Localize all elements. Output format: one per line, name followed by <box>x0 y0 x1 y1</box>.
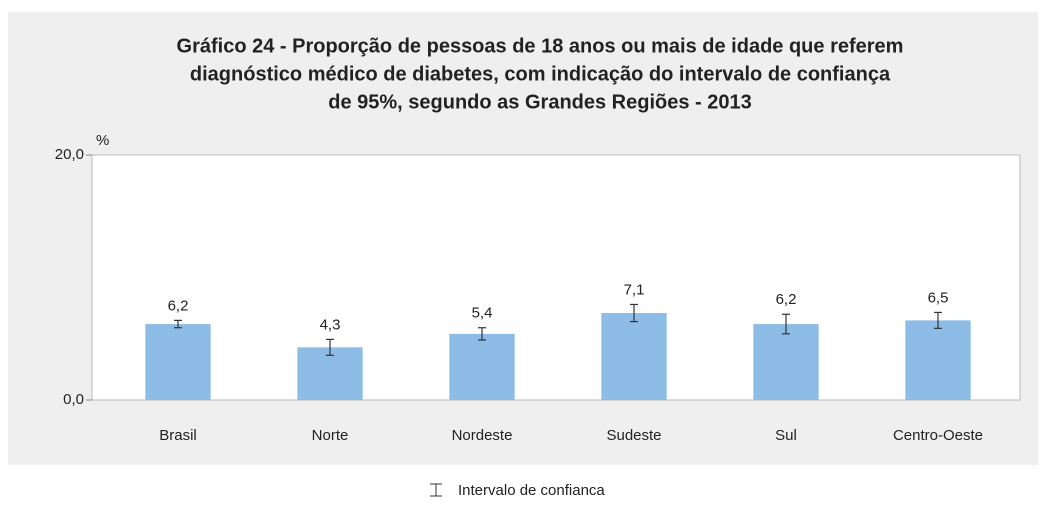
error-bar <box>934 311 942 329</box>
bar <box>601 313 667 400</box>
error-bar <box>782 313 790 335</box>
bar <box>449 333 515 400</box>
data-label: 6,2 <box>168 297 189 314</box>
data-label: 7,1 <box>624 281 645 298</box>
x-tick-label: Norte <box>312 427 349 444</box>
legend-label: Intervalo de confianca <box>458 482 605 499</box>
chart-title: de 95%, segundo as Grandes Regiões - 201… <box>328 91 752 113</box>
y-axis-label: % <box>96 132 109 149</box>
y-tick-label: 0,0 <box>63 391 84 408</box>
x-tick-label: Sul <box>775 427 797 444</box>
plot-area <box>91 154 1021 401</box>
x-tick-label: Brasil <box>159 427 197 444</box>
chart-title: Gráfico 24 - Proporção de pessoas de 18 … <box>177 35 904 57</box>
data-label: 6,5 <box>928 289 949 306</box>
bar <box>905 320 971 400</box>
x-tick-label: Sudeste <box>606 427 661 444</box>
bar <box>753 324 819 400</box>
legend: Intervalo de confianca <box>430 482 605 499</box>
error-bar <box>174 319 182 329</box>
x-tick-label: Nordeste <box>452 427 513 444</box>
chart-title: diagnóstico médico de diabetes, com indi… <box>190 63 891 85</box>
bar <box>297 347 363 400</box>
data-label: 4,3 <box>320 316 341 333</box>
error-bar <box>326 338 334 356</box>
error-bar <box>478 327 486 341</box>
data-label: 5,4 <box>472 305 493 322</box>
y-tick-label: 20,0 <box>55 146 84 163</box>
data-label: 6,2 <box>776 291 797 308</box>
bar <box>145 324 211 400</box>
x-tick-label: Centro-Oeste <box>893 427 983 444</box>
error-bar <box>630 303 638 323</box>
